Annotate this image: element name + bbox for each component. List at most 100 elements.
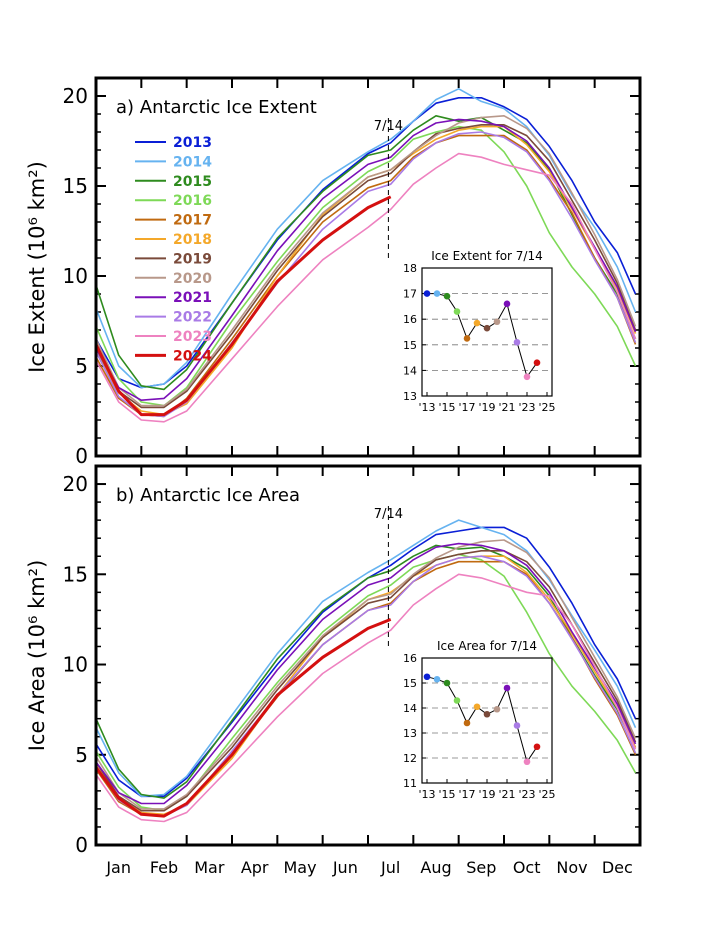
- inset-x-tick-label: '13: [418, 401, 435, 414]
- inset-x-tick-label: '21: [498, 788, 515, 801]
- inset-point-2024: [533, 359, 541, 367]
- inset-x-tick-label: '13: [418, 788, 435, 801]
- legend-label-2019: 2019: [173, 251, 212, 267]
- inset-point-2016: [453, 697, 461, 704]
- inset-y-tick-label: 18: [403, 262, 417, 275]
- month-label: May: [283, 858, 316, 877]
- inset-point-2014: [433, 290, 441, 297]
- month-label: Jun: [332, 858, 358, 877]
- inset-y-tick-label: 15: [403, 677, 417, 690]
- series-line-2014: [96, 88, 637, 389]
- inset-point-2021: [503, 300, 511, 308]
- inset-y-tick-label: 12: [403, 752, 417, 765]
- inset-x-tick-label: '17: [458, 788, 475, 801]
- inset-x-tick-label: '15: [438, 788, 455, 801]
- series-lines: [96, 88, 637, 423]
- inset-y-tick-label: 11: [403, 777, 417, 790]
- inset-x-tick-label: '25: [538, 788, 555, 801]
- legend-label-2021: 2021: [173, 290, 212, 306]
- inset-title: Ice Area for 7/14: [437, 639, 537, 653]
- series-line-2022: [96, 131, 637, 418]
- inset-x-tick-label: '19: [478, 401, 495, 414]
- series-line-2014: [96, 519, 637, 798]
- inset-y-tick-label: 14: [403, 702, 417, 715]
- inset-point-2015: [443, 679, 451, 687]
- y-tick-label: 10: [63, 653, 88, 677]
- legend-label-2023: 2023: [173, 329, 212, 345]
- y-tick-label: 15: [63, 174, 88, 198]
- inset-point-2014: [433, 675, 441, 683]
- series-line-2023: [96, 573, 637, 823]
- month-label: Mar: [194, 858, 225, 877]
- inset-background: [422, 658, 552, 783]
- y-axis-label: Ice Extent (10⁶ km²): [25, 161, 49, 373]
- y-tick-label: 20: [63, 472, 88, 496]
- inset-y-tick-label: 15: [403, 339, 417, 352]
- plot-frame: [94, 464, 642, 847]
- inset-point-2015: [443, 292, 451, 300]
- inset-x-tick-label: '25: [538, 401, 555, 414]
- inset-point-2013: [423, 290, 431, 297]
- legend: 2013 2014 2015 2016 2017 2018 2019 2020 2021 2022…: [135, 135, 212, 364]
- inset-x-tick-label: '21: [498, 401, 515, 414]
- inset-chart: 13 14 15 16 17 18 '13'15'17'19'21'23'25 Ice Ext…: [403, 249, 556, 414]
- inset-x-tick-label: '15: [438, 401, 455, 414]
- month-label: Nov: [556, 858, 587, 877]
- y-axis-label: Ice Area (10⁶ km²): [25, 560, 49, 752]
- series-line-2013: [96, 526, 637, 798]
- series-line-2020: [96, 115, 637, 407]
- inset-point-2020: [493, 705, 501, 713]
- inset-x-tick-label: '23: [518, 401, 535, 414]
- y-tick-label: 0: [75, 833, 88, 857]
- inset-chart: 11 12 13 14 15 16 '13'15'17'19'21'23'25 Ice Are…: [403, 639, 556, 801]
- month-label: Feb: [150, 858, 178, 877]
- inset-point-2020: [493, 318, 501, 326]
- panel-extent: 0 5 10 15 20 Ice Extent (10⁶ km²) 7/14 a) Antar…: [25, 76, 642, 468]
- inset-point-2021: [503, 684, 511, 692]
- inset-point-2018: [473, 703, 481, 711]
- month-label: Jul: [380, 858, 400, 877]
- legend-label-2020: 2020: [173, 271, 212, 287]
- inset-point-2022: [513, 722, 521, 729]
- inset-point-2017: [463, 335, 471, 342]
- date-marker-label: 7/14: [374, 119, 403, 134]
- legend-label-2016: 2016: [173, 193, 212, 209]
- inset-frame: [421, 267, 553, 397]
- legend-label-2013: 2013: [173, 135, 212, 151]
- panel-title: b) Antarctic Ice Area: [116, 485, 300, 506]
- inset-point-2017: [463, 719, 471, 727]
- month-label: Oct: [513, 858, 541, 877]
- legend-label-2024: 2024: [173, 348, 212, 364]
- month-label: Dec: [602, 858, 633, 877]
- legend-label-2022: 2022: [173, 310, 212, 326]
- series-line-2021: [96, 542, 637, 805]
- series-line-2017: [96, 560, 637, 817]
- inset-point-2023: [523, 758, 531, 766]
- inset-y-tick-label: 13: [403, 727, 417, 740]
- month-label: Aug: [420, 858, 451, 877]
- series-line-2024: [96, 195, 392, 417]
- inset-point-2019: [483, 710, 491, 718]
- inset-x-tick-label: '19: [478, 788, 495, 801]
- series-line-2019: [96, 550, 637, 812]
- inset-point-2019: [483, 324, 491, 332]
- inset-title: Ice Extent for 7/14: [431, 249, 543, 263]
- series-line-2015: [96, 544, 637, 799]
- legend-label-2015: 2015: [173, 174, 212, 190]
- legend-label-2014: 2014: [173, 154, 212, 170]
- inset-x-tick-label: '17: [458, 401, 475, 414]
- inset-point-2023: [523, 373, 531, 381]
- inset-y-tick-label: 14: [403, 364, 417, 377]
- inset-y-tick-label: 16: [403, 313, 417, 326]
- y-tick-label: 10: [63, 264, 88, 288]
- panel-title: a) Antarctic Ice Extent: [116, 97, 317, 118]
- inset-point-2022: [513, 338, 521, 346]
- inset-point-2016: [453, 308, 461, 315]
- month-label: Jan: [105, 858, 131, 877]
- series-lines: [96, 519, 637, 823]
- y-tick-label: 5: [75, 354, 88, 378]
- inset-point-2013: [423, 673, 431, 681]
- panel-area: 0 5 10 15 20 Jan Feb Mar Apr May Jun Jul Aug Sep Oct No…: [25, 464, 642, 877]
- inset-point-2024: [533, 743, 541, 751]
